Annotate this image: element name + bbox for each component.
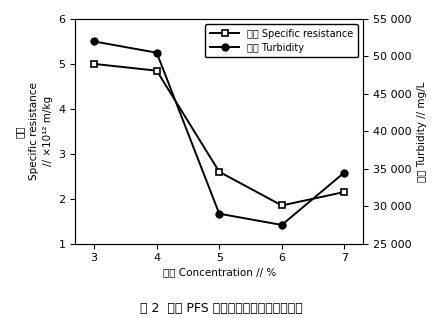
浓度 Turbidity [154, 51, 160, 55]
Legend: 比阶 Specific resistance, 浓度 Turbidity: 比阶 Specific resistance, 浓度 Turbidity [206, 24, 358, 58]
浓度 Turbidity [91, 39, 97, 43]
比阶 Specific resistance [279, 204, 285, 207]
浓度 Turbidity [342, 171, 347, 175]
比阶 Specific resistance [91, 62, 97, 66]
比阶 Specific resistance [342, 190, 347, 194]
比阶 Specific resistance [154, 69, 160, 73]
X-axis label: 浓度 Concentration // %: 浓度 Concentration // % [163, 267, 276, 278]
Line: 比阶 Specific resistance: 比阶 Specific resistance [91, 60, 348, 209]
浓度 Turbidity [217, 212, 222, 216]
比阶 Specific resistance [217, 170, 222, 174]
Y-axis label: 比阶
Specific resistance
// ×10¹² m/kg: 比阶 Specific resistance // ×10¹² m/kg [15, 82, 53, 180]
Y-axis label: 浓度 Turbidity // mg/L: 浓度 Turbidity // mg/L [417, 81, 427, 182]
Text: 图 2  不同 PFS 浓度对污泥脱水性能的影响: 图 2 不同 PFS 浓度对污泥脱水性能的影响 [140, 302, 302, 315]
浓度 Turbidity [279, 223, 285, 227]
Line: 浓度 Turbidity: 浓度 Turbidity [91, 38, 348, 228]
